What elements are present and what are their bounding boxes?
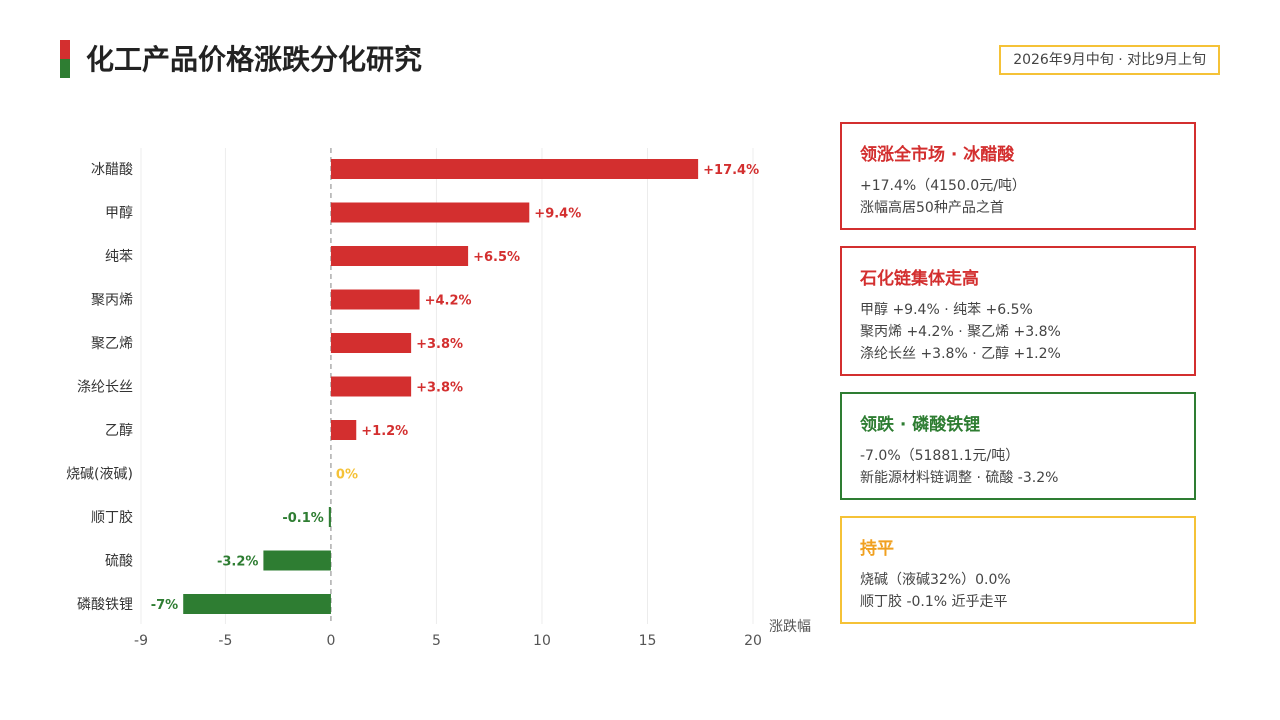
card-line: 甲醇 +9.4% · 纯苯 +6.5% (860, 302, 1033, 318)
card-flat: 持平 烧碱（液碱32%）0.0% 顺丁胶 -0.1% 近乎走平 (840, 516, 1196, 624)
category-label: 冰醋酸 (91, 162, 133, 178)
title-accent-bar (60, 40, 70, 78)
category-label: 硫酸 (105, 554, 133, 570)
category-label: 涤纶长丝 (77, 380, 133, 396)
card-lead-loser: 领跌 · 磷酸铁锂 -7.0%（51881.1元/吨） 新能源材料链调整 · 硫… (840, 392, 1196, 500)
category-label: 甲醇 (105, 205, 133, 222)
category-label: 聚丙烯 (91, 293, 133, 309)
card-lead-gainer: 领涨全市场 · 冰醋酸 +17.4%（4150.0元/吨） 涨幅高居50种产品之… (840, 122, 1196, 230)
card-title: 领跌 · 磷酸铁锂 (860, 415, 981, 435)
bar (183, 594, 331, 614)
card-line: 烧碱（液碱32%）0.0% (860, 572, 1011, 588)
data-label: +9.4% (534, 207, 581, 222)
data-label: +4.2% (425, 294, 472, 309)
bar (263, 550, 331, 571)
x-tick-label: -9 (134, 633, 148, 649)
date-badge: 2026年9月中旬 · 对比9月上旬 (999, 45, 1220, 75)
category-label: 乙醇 (105, 422, 133, 439)
bar (330, 246, 469, 266)
bar (330, 159, 699, 179)
card-line: 新能源材料链调整 · 硫酸 -3.2% (860, 470, 1059, 486)
bar (330, 376, 412, 397)
bar (330, 420, 357, 440)
data-label: -3.2% (217, 555, 258, 570)
category-label: 烧碱(液碱) (66, 467, 133, 483)
category-label: 聚乙烯 (91, 336, 133, 352)
x-tick-label: 20 (744, 633, 762, 649)
card-line: 涨幅高居50种产品之首 (860, 200, 1004, 216)
bar (330, 289, 420, 310)
bar (330, 202, 530, 223)
page-title: 化工产品价格涨跌分化研究 (86, 43, 423, 76)
category-label: 磷酸铁锂 (77, 597, 133, 613)
x-tick-label: -5 (218, 633, 232, 649)
x-tick-label: 10 (533, 633, 551, 649)
x-tick-label: 0 (326, 633, 335, 649)
card-line: 聚丙烯 +4.2% · 聚乙烯 +3.8% (860, 324, 1061, 340)
card-line: +17.4%（4150.0元/吨） (860, 178, 1026, 194)
bar (328, 507, 331, 527)
category-label: 顺丁胶 (91, 509, 133, 526)
data-label: +3.8% (416, 337, 463, 352)
category-label: 纯苯 (105, 248, 133, 265)
bar-chart: -9 -5 0 5 10 15 20 涨跌幅 冰醋酸 +17.4% 甲醇 +9.4% 纯苯 +6.5% 聚丙… (66, 148, 811, 649)
card-title: 石化链集体走高 (860, 269, 979, 289)
card-title: 领涨全市场 · 冰醋酸 (860, 145, 1015, 165)
x-tick-label: 15 (639, 633, 657, 649)
data-label: +17.4% (703, 163, 759, 178)
data-label: -7% (151, 598, 178, 613)
data-label: +1.2% (361, 424, 408, 439)
data-label: +3.8% (416, 381, 463, 396)
data-label: +6.5% (473, 250, 520, 265)
data-label: 0% (336, 468, 358, 483)
card-title: 持平 (860, 539, 894, 559)
x-tick-label: 5 (432, 633, 441, 649)
data-label: -0.1% (282, 511, 323, 526)
bar (330, 333, 412, 353)
card-petrochem-chain: 石化链集体走高 甲醇 +9.4% · 纯苯 +6.5% 聚丙烯 +4.2% · … (840, 246, 1196, 376)
card-line: -7.0%（51881.1元/吨） (860, 448, 1020, 464)
card-line: 顺丁胶 -0.1% 近乎走平 (860, 594, 1008, 610)
x-axis-label: 涨跌幅 (769, 619, 811, 635)
card-line: 涤纶长丝 +3.8% · 乙醇 +1.2% (860, 346, 1061, 362)
